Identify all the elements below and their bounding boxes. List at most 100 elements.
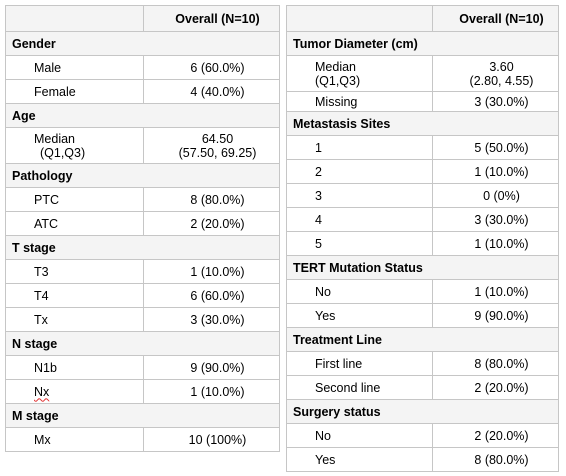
row-value: 3 (30.0%): [143, 307, 280, 332]
row-label: Mx: [5, 427, 144, 452]
table-row: 1 5 (50.0%): [286, 135, 559, 160]
header-blank-cell: [286, 5, 433, 32]
table-row: ATC 2 (20.0%): [5, 211, 280, 236]
quartile-value: (2.80, 4.55): [469, 73, 534, 88]
row-value: 9 (90.0%): [432, 303, 559, 328]
table-row: Second line 2 (20.0%): [286, 375, 559, 400]
table-row: 4 3 (30.0%): [286, 207, 559, 232]
table-row: No 2 (20.0%): [286, 423, 559, 448]
row-value: 3 (30.0%): [432, 207, 559, 232]
section-metastasis-sites: Metastasis Sites: [286, 111, 559, 136]
row-label: 3: [286, 183, 433, 208]
table-row: First line 8 (80.0%): [286, 351, 559, 376]
section-tert-mutation: TERT Mutation Status: [286, 255, 559, 280]
section-title: Gender: [5, 31, 280, 56]
table-row: T3 1 (10.0%): [5, 259, 280, 284]
row-label: No: [286, 279, 433, 304]
section-title: N stage: [5, 331, 280, 356]
section-title: Metastasis Sites: [286, 111, 559, 136]
section-n-stage: N stage: [5, 331, 280, 356]
row-label: Second line: [286, 375, 433, 400]
median-value: 3.60: [489, 59, 514, 74]
section-tumor-diameter: Tumor Diameter (cm): [286, 31, 559, 56]
quartile-label: (Q1,Q3): [315, 73, 361, 88]
row-label: Median (Q1,Q3): [286, 55, 433, 92]
row-value: 2 (20.0%): [432, 375, 559, 400]
row-label: Tx: [5, 307, 144, 332]
section-title: Pathology: [5, 163, 280, 188]
table-row: PTC 8 (80.0%): [5, 187, 280, 212]
row-value: 8 (80.0%): [143, 187, 280, 212]
row-label-cell: Nx: [5, 379, 144, 404]
quartile-value: (57.50, 69.25): [178, 145, 257, 160]
row-value: 6 (60.0%): [143, 283, 280, 308]
row-value: 1 (10.0%): [432, 159, 559, 184]
row-label: PTC: [5, 187, 144, 212]
row-value: 5 (50.0%): [432, 135, 559, 160]
row-label: Female: [5, 79, 144, 104]
section-pathology: Pathology: [5, 163, 280, 188]
section-title: T stage: [5, 235, 280, 260]
header-overall: Overall (N=10): [432, 5, 559, 32]
right-summary-table: Overall (N=10) Tumor Diameter (cm) Media…: [286, 5, 559, 472]
table-row: Yes 8 (80.0%): [286, 447, 559, 472]
section-t-stage: T stage: [5, 235, 280, 260]
section-age: Age: [5, 103, 280, 128]
section-title: Tumor Diameter (cm): [286, 31, 559, 56]
row-label: Median (Q1,Q3): [5, 127, 144, 164]
row-label: 5: [286, 231, 433, 256]
row-value: 64.50 (57.50, 69.25): [143, 127, 280, 164]
table-row: Yes 9 (90.0%): [286, 303, 559, 328]
section-gender: Gender: [5, 31, 280, 56]
row-label: No: [286, 423, 433, 448]
median-label: Median: [315, 59, 356, 74]
table-row: Mx 10 (100%): [5, 427, 280, 452]
section-title: Treatment Line: [286, 327, 559, 352]
row-label: Nx: [34, 384, 50, 399]
row-value: 2 (20.0%): [143, 211, 280, 236]
row-label: First line: [286, 351, 433, 376]
median-label: Median: [34, 131, 75, 146]
section-m-stage: M stage: [5, 403, 280, 428]
row-label: Yes: [286, 303, 433, 328]
table-row: Median (Q1,Q3) 3.60 (2.80, 4.55): [286, 55, 559, 92]
header-blank-cell: [5, 5, 144, 32]
row-label: Yes: [286, 447, 433, 472]
header-row: Overall (N=10): [286, 5, 559, 32]
table-row: 2 1 (10.0%): [286, 159, 559, 184]
section-title: M stage: [5, 403, 280, 428]
row-value: 8 (80.0%): [432, 447, 559, 472]
row-label: ATC: [5, 211, 144, 236]
table-row: Female 4 (40.0%): [5, 79, 280, 104]
row-label: T4: [5, 283, 144, 308]
section-title: Surgery status: [286, 399, 559, 424]
table-row: Nx 1 (10.0%): [5, 379, 280, 404]
row-value: 1 (10.0%): [432, 231, 559, 256]
row-label: N1b: [5, 355, 144, 380]
row-value: 1 (10.0%): [143, 379, 280, 404]
table-row: 3 0 (0%): [286, 183, 559, 208]
median-value: 64.50: [201, 131, 234, 146]
row-value: 10 (100%): [143, 427, 280, 452]
row-value: 3 (30.0%): [432, 91, 559, 112]
row-value: 3.60 (2.80, 4.55): [432, 55, 559, 92]
row-value: 8 (80.0%): [432, 351, 559, 376]
row-value: 4 (40.0%): [143, 79, 280, 104]
table-row: No 1 (10.0%): [286, 279, 559, 304]
section-treatment-line: Treatment Line: [286, 327, 559, 352]
header-overall: Overall (N=10): [143, 5, 280, 32]
row-value: 0 (0%): [432, 183, 559, 208]
table-row: T4 6 (60.0%): [5, 283, 280, 308]
section-title: TERT Mutation Status: [286, 255, 559, 280]
table-row: Missing 3 (30.0%): [286, 91, 559, 112]
table-row: Median (Q1,Q3) 64.50 (57.50, 69.25): [5, 127, 280, 164]
section-title: Age: [5, 103, 280, 128]
quartile-label: (Q1,Q3): [40, 145, 86, 160]
row-value: 6 (60.0%): [143, 55, 280, 80]
row-value: 1 (10.0%): [143, 259, 280, 284]
row-value: 9 (90.0%): [143, 355, 280, 380]
left-summary-table: Overall (N=10) Gender Male 6 (60.0%) Fem…: [5, 5, 280, 452]
section-surgery-status: Surgery status: [286, 399, 559, 424]
table-row: 5 1 (10.0%): [286, 231, 559, 256]
table-row: Tx 3 (30.0%): [5, 307, 280, 332]
